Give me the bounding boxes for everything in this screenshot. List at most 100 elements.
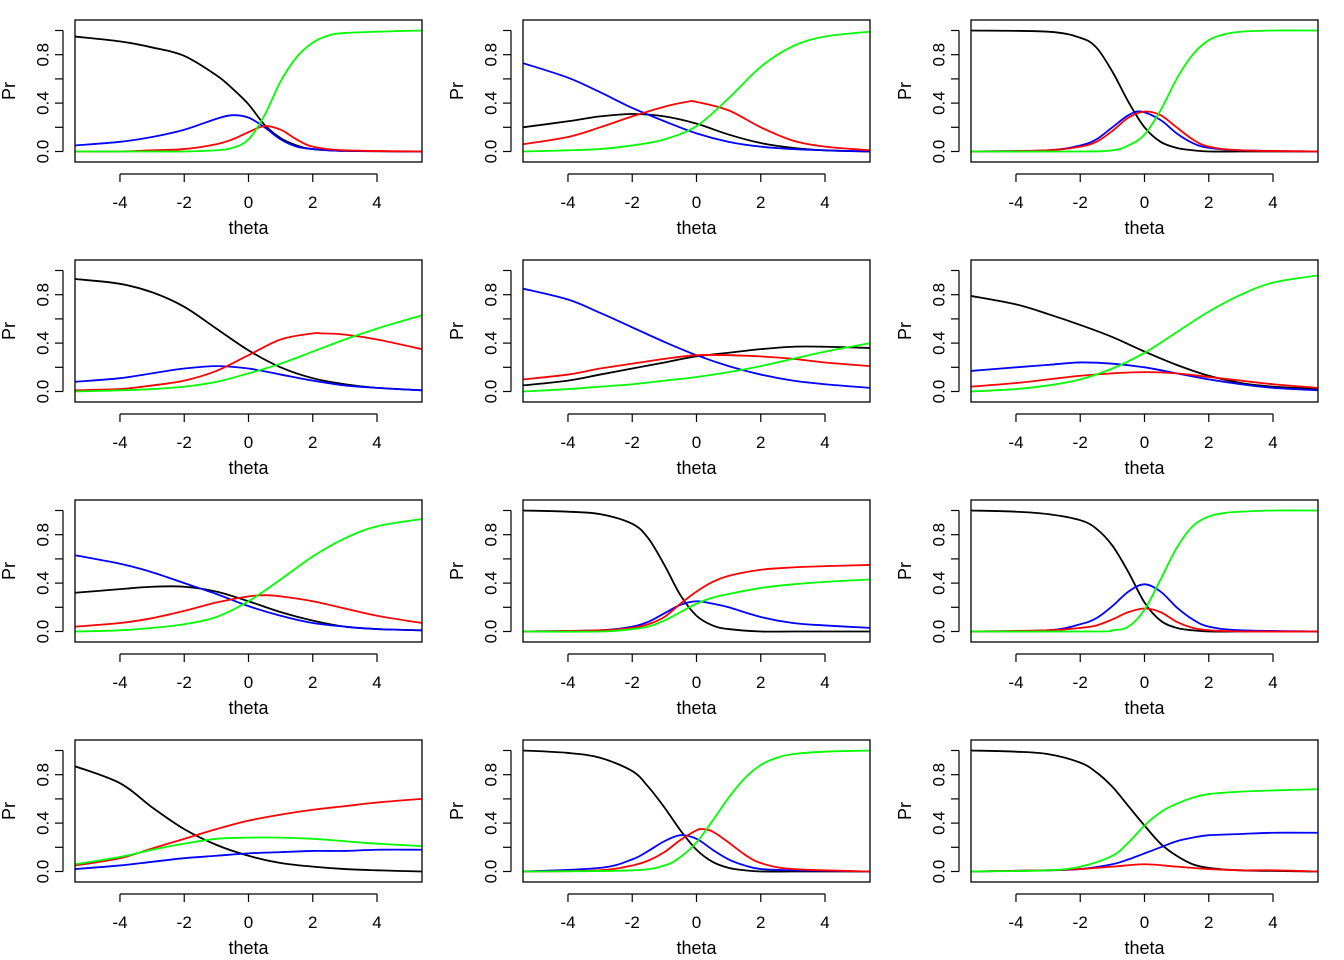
x-tick-label: 0 <box>692 193 701 212</box>
y-tick-label: 0.4 <box>34 811 53 835</box>
x-tick-label: 4 <box>820 673 829 692</box>
y-tick-label: 0.0 <box>930 620 949 644</box>
y-tick-label: 0.0 <box>482 380 501 404</box>
panel-8-series <box>523 509 870 633</box>
panel-10: 0.0 0.4 0.8 -4 -2 0 2 4 theta Pr <box>0 739 423 958</box>
series-line-green <box>523 30 870 153</box>
x-tick-label: -2 <box>625 433 640 452</box>
series-line-black <box>971 749 1318 873</box>
y-tick-label: 0.0 <box>482 620 501 644</box>
y-tick-label: 0.8 <box>34 283 53 307</box>
x-tick-label: 2 <box>308 193 317 212</box>
y-tick-label: 0.4 <box>34 331 53 355</box>
y-tick-label: 0.0 <box>34 380 53 404</box>
series-line-black <box>75 35 422 153</box>
y-tick-label: 0.4 <box>34 571 53 595</box>
y-tick-label: 0.8 <box>482 43 501 67</box>
x-axis-title: theta <box>676 458 717 478</box>
x-tick-label: 2 <box>756 193 765 212</box>
panel-2: 0.0 0.4 0.8 -4 -2 0 2 4 theta Pr <box>447 19 871 238</box>
series-line-red <box>971 607 1318 633</box>
x-axis-title: theta <box>228 458 269 478</box>
y-axis-title: Pr <box>0 562 19 580</box>
y-tick-label: 0.4 <box>34 91 53 115</box>
x-tick-label: 2 <box>756 913 765 932</box>
x-tick-label: 2 <box>1204 433 1213 452</box>
x-tick-label: -4 <box>1008 913 1023 932</box>
x-tick-label: 4 <box>372 673 381 692</box>
panel-7-series <box>75 518 422 633</box>
y-axis-title: Pr <box>895 802 915 820</box>
x-tick-label: 4 <box>372 193 381 212</box>
x-tick-label: -2 <box>625 913 640 932</box>
x-tick-label: -2 <box>1073 673 1088 692</box>
y-tick-label: 0.8 <box>930 43 949 67</box>
series-line-green <box>971 509 1318 633</box>
x-tick-label: 2 <box>1204 193 1213 212</box>
panel-3: 0.0 0.4 0.8 -4 -2 0 2 4 theta Pr <box>895 19 1319 238</box>
series-line-blue <box>75 848 422 870</box>
panel-7: 0.0 0.4 0.8 -4 -2 0 2 4 theta Pr <box>0 499 423 718</box>
y-axis-title: Pr <box>447 322 467 340</box>
panel-4-series <box>75 278 422 393</box>
y-tick-label: 0.4 <box>930 331 949 355</box>
series-line-green <box>75 836 422 866</box>
x-tick-label: 4 <box>1268 193 1277 212</box>
y-tick-label: 0.8 <box>34 523 53 547</box>
series-line-green <box>75 518 422 633</box>
series-line-black <box>523 509 870 633</box>
x-tick-label: 0 <box>692 433 701 452</box>
series-line-green <box>75 314 422 393</box>
x-tick-label: 2 <box>308 673 317 692</box>
x-axis-title: theta <box>1124 218 1165 238</box>
x-tick-label: 4 <box>1268 673 1277 692</box>
x-tick-label: 0 <box>1140 673 1149 692</box>
series-line-red <box>971 371 1318 389</box>
x-tick-label: 0 <box>244 433 253 452</box>
series-line-blue <box>971 110 1318 153</box>
x-tick-label: -4 <box>1008 433 1023 452</box>
x-tick-label: -2 <box>177 913 192 932</box>
y-tick-label: 0.4 <box>482 331 501 355</box>
plot-frame <box>970 739 1319 883</box>
panel-10-series <box>75 765 422 873</box>
x-tick-label: -2 <box>177 193 192 212</box>
y-tick-label: 0.8 <box>930 283 949 307</box>
x-tick-label: 0 <box>692 913 701 932</box>
y-tick-label: 0.8 <box>34 763 53 787</box>
panel-6-series <box>971 274 1318 393</box>
y-tick-label: 0.4 <box>482 811 501 835</box>
x-tick-label: 4 <box>372 433 381 452</box>
panel-2-series <box>523 30 870 153</box>
series-line-red <box>75 332 422 392</box>
x-tick-label: -4 <box>112 913 127 932</box>
series-line-green <box>75 29 422 153</box>
panel-4: 0.0 0.4 0.8 -4 -2 0 2 4 theta Pr <box>0 259 423 478</box>
y-tick-label: 0.4 <box>482 91 501 115</box>
series-line-green <box>523 749 870 873</box>
y-tick-label: 0.4 <box>930 91 949 115</box>
y-tick-label: 0.0 <box>482 140 501 164</box>
x-tick-label: -2 <box>1073 433 1088 452</box>
y-tick-label: 0.8 <box>482 523 501 547</box>
y-tick-label: 0.4 <box>930 811 949 835</box>
plot-frame <box>522 499 871 643</box>
series-line-black <box>523 749 870 873</box>
plot-frame <box>74 19 423 163</box>
series-line-blue <box>75 365 422 392</box>
x-tick-label: 4 <box>1268 433 1277 452</box>
x-tick-label: 2 <box>1204 913 1213 932</box>
y-tick-label: 0.0 <box>34 860 53 884</box>
series-line-green <box>523 342 870 393</box>
series-line-black <box>971 509 1318 633</box>
x-tick-label: 4 <box>1268 913 1277 932</box>
panel-12: 0.0 0.4 0.8 -4 -2 0 2 4 theta Pr <box>895 739 1319 958</box>
y-tick-label: 0.8 <box>482 283 501 307</box>
y-axis-title: Pr <box>0 802 19 820</box>
x-tick-label: 2 <box>756 673 765 692</box>
panel-1-series <box>75 29 422 153</box>
y-tick-label: 0.8 <box>930 523 949 547</box>
x-tick-label: -4 <box>112 193 127 212</box>
x-tick-label: -2 <box>625 193 640 212</box>
